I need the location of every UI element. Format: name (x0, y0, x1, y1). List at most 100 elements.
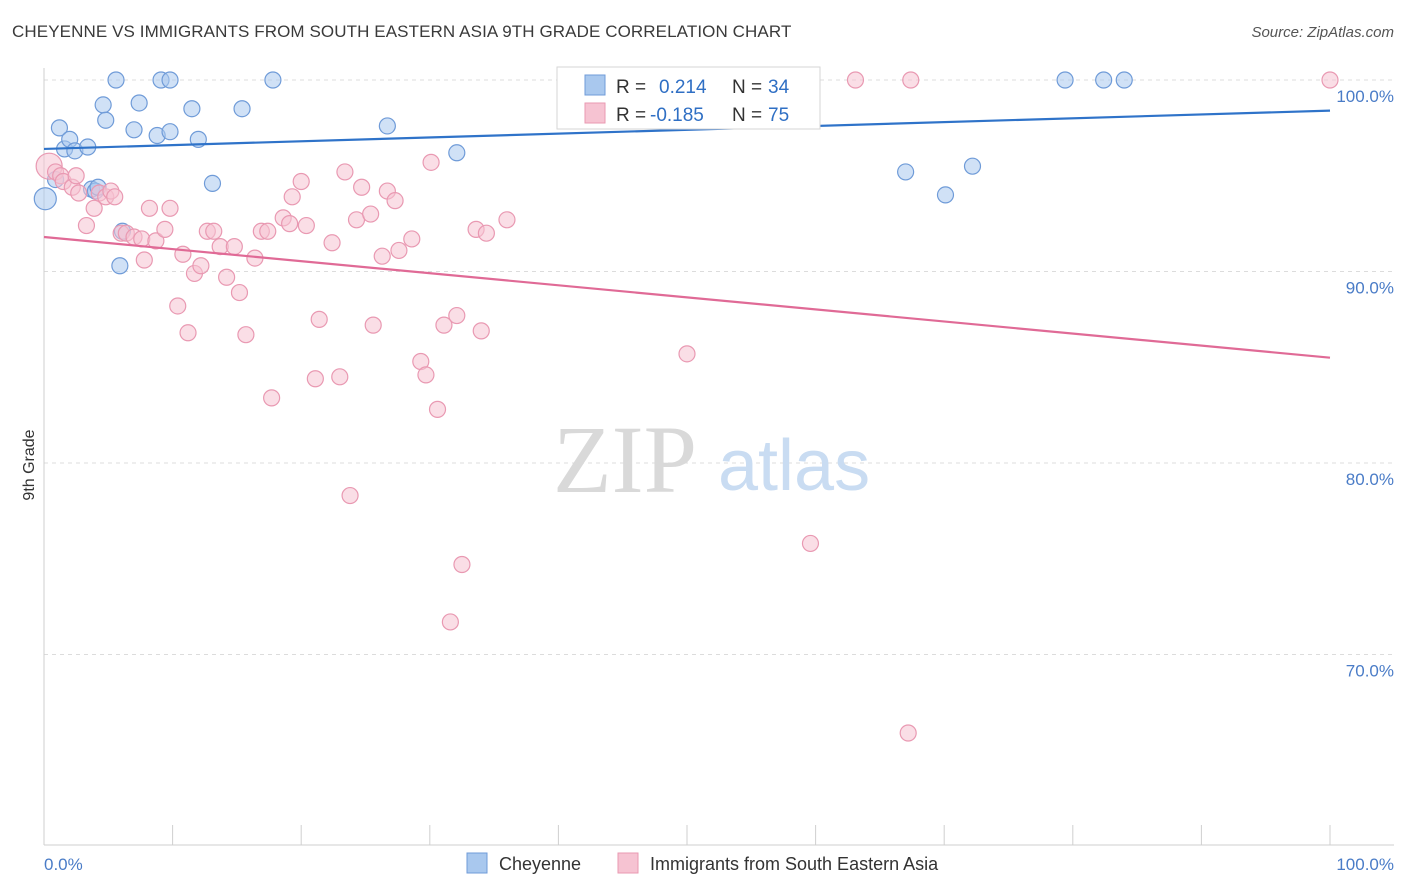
sea-immigrants-point (140, 199, 159, 217)
cheyenne-point (1115, 71, 1133, 89)
sea-immigrants-points (35, 71, 1339, 742)
sea-immigrants-point (237, 326, 255, 344)
sea-immigrants-point (373, 247, 391, 265)
sea-immigrants-point (230, 283, 249, 302)
legend-n-label-2: N = (732, 105, 762, 126)
sea-immigrants-point (331, 368, 349, 386)
cheyenne-point (161, 71, 179, 89)
series-legend-swatch-cheyenne (466, 852, 488, 874)
series-legend-label-sea: Immigrants from South Eastern Asia (650, 854, 939, 874)
legend-n-value-2: 75 (768, 105, 789, 126)
sea-immigrants-point (417, 366, 435, 384)
legend-r-label-2: R = (616, 105, 646, 126)
y-tick-labels: 70.0% 80.0% 90.0% 100.0% (1336, 87, 1394, 681)
cheyenne-point (50, 119, 69, 137)
legend-swatch-cheyenne (584, 74, 606, 96)
sea-immigrants-point (403, 230, 421, 248)
sea-immigrants-point (323, 234, 341, 252)
legend-r-label-1: R = (616, 77, 646, 98)
sea-immigrants-point (1321, 71, 1339, 89)
cheyenne-point (378, 117, 396, 135)
sea-immigrants-point (472, 322, 490, 340)
cheyenne-point (936, 186, 955, 204)
series-legend: Cheyenne Immigrants from South Eastern A… (466, 852, 939, 874)
cheyenne-point (897, 163, 915, 181)
sea-immigrants-point (156, 220, 174, 238)
cheyenne-point (107, 71, 125, 89)
sea-immigrants-point (179, 324, 197, 342)
legend-swatch-sea (584, 102, 606, 124)
sea-immigrants-point (336, 163, 354, 181)
sea-immigrants-point (281, 215, 299, 233)
sea-immigrants-point (283, 188, 301, 206)
sea-immigrants-point (192, 257, 210, 275)
sea-immigrants-point (297, 216, 315, 235)
y-axis-label: 9th Grade (21, 429, 38, 500)
sea-immigrants-point (435, 316, 453, 334)
sea-immigrants-point (498, 211, 516, 229)
sea-immigrants-point (161, 199, 179, 217)
y-tick-label: 70.0% (1346, 662, 1394, 681)
sea-immigrants-point (846, 71, 865, 89)
sea-immigrants-point (678, 345, 696, 363)
sea-immigrants-point (310, 310, 328, 328)
sea-immigrants-point (259, 222, 277, 240)
chart-title: CHEYENNE VS IMMIGRANTS FROM SOUTH EASTER… (12, 22, 792, 41)
sea-immigrants-point (263, 389, 281, 407)
sea-immigrants-trend-line (43, 235, 1331, 359)
sea-immigrants-point (169, 297, 187, 315)
cheyenne-trend-line (43, 109, 1331, 151)
x-tick-label-min: 0.0% (44, 855, 83, 874)
sea-immigrants-point (390, 241, 408, 260)
sea-immigrants-point (106, 188, 124, 206)
cheyenne-point (1056, 71, 1074, 89)
sea-immigrants-point (341, 486, 359, 505)
source-label: Source: ZipAtlas.com (1251, 24, 1394, 41)
y-tick-label: 80.0% (1346, 470, 1394, 489)
cheyenne-point (97, 111, 115, 129)
cheyenne-point (111, 257, 129, 275)
sea-immigrants-point (801, 534, 820, 553)
cheyenne-point (33, 187, 57, 211)
sea-immigrants-point (292, 172, 310, 191)
sea-immigrants-point (135, 251, 153, 269)
y-tick-label: 90.0% (1346, 279, 1394, 298)
sea-immigrants-point (353, 178, 371, 196)
cheyenne-point (161, 123, 179, 141)
sea-immigrants-point (902, 71, 920, 89)
legend-r-value-1: 0.214 (659, 77, 707, 98)
cheyenne-point (183, 100, 201, 118)
sea-immigrants-point (133, 230, 151, 248)
sea-immigrants-point (147, 232, 165, 250)
sea-immigrants-point (225, 238, 243, 256)
sea-immigrants-point (899, 724, 917, 742)
sea-immigrants-point (364, 316, 382, 334)
trend-lines (43, 109, 1331, 359)
legend-n-label-1: N = (732, 77, 762, 98)
sea-immigrants-point (67, 167, 85, 185)
sea-immigrants-point (448, 306, 466, 325)
sea-immigrants-point (218, 268, 236, 286)
series-legend-swatch-sea (617, 852, 639, 874)
sea-immigrants-point (441, 613, 459, 631)
watermark-atlas: atlas (718, 426, 870, 506)
sea-immigrants-point (428, 400, 447, 418)
sea-immigrants-point (306, 370, 324, 388)
sea-immigrants-point (362, 205, 380, 223)
sea-immigrants-point (205, 222, 223, 240)
cheyenne-point (1095, 71, 1113, 89)
legend-n-value-1: 34 (768, 77, 790, 98)
cheyenne-point (94, 96, 112, 114)
sea-immigrants-point (70, 184, 88, 202)
x-tick-label-max: 100.0% (1336, 855, 1394, 874)
cheyenne-point (963, 157, 982, 175)
cheyenne-point (203, 174, 222, 193)
cheyenne-point (233, 100, 251, 118)
cheyenne-point (125, 121, 143, 139)
series-legend-label-cheyenne: Cheyenne (499, 854, 581, 874)
sea-immigrants-point (77, 216, 96, 235)
y-tick-label: 100.0% (1336, 87, 1394, 106)
sea-immigrants-point (386, 192, 404, 210)
correlation-legend: R = 0.214 N = 34 R = -0.185 N = 75 (556, 66, 821, 130)
